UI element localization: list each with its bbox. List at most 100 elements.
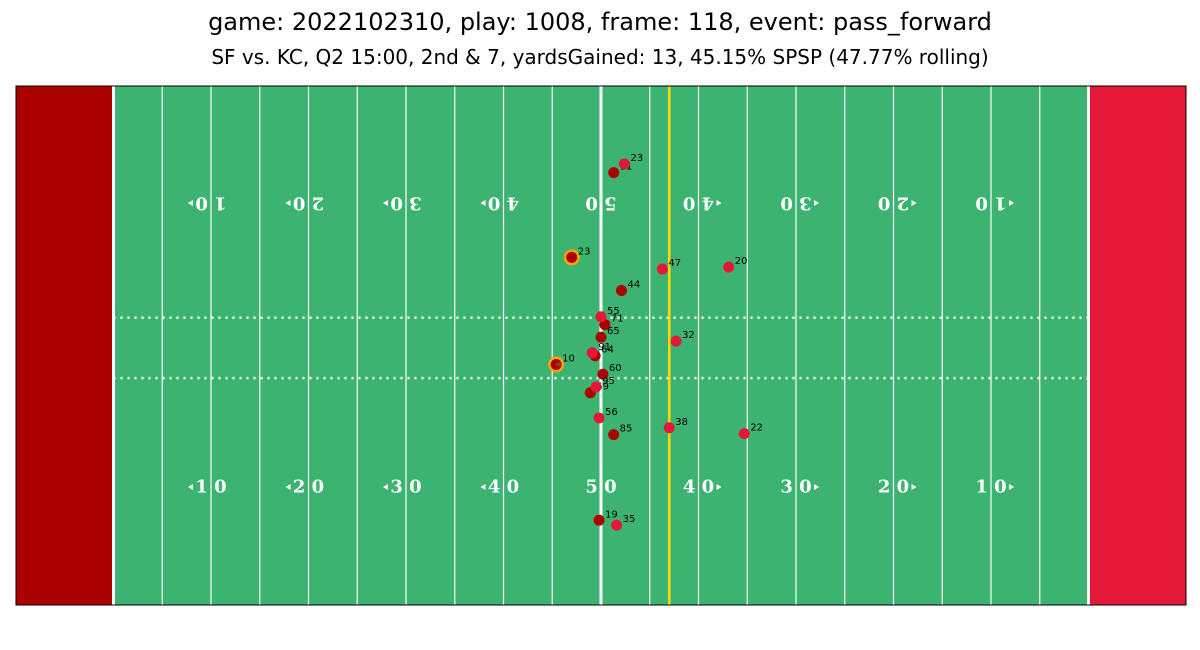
yard-number-top: 2 0	[293, 193, 324, 214]
player-marker-kc-23: 23	[618, 153, 643, 170]
player-dot	[597, 368, 609, 380]
direction-arrow	[285, 484, 291, 490]
direction-arrow	[1009, 200, 1014, 206]
jersey-label: 85	[620, 424, 633, 435]
endzone-left	[16, 86, 114, 605]
yard-number-bottom: 1 0	[195, 477, 226, 498]
jersey-label: 23	[630, 153, 643, 164]
yard-number-bottom: 5 0	[585, 477, 616, 498]
player-marker-kc-56: 56	[593, 407, 618, 424]
player-dot	[611, 519, 623, 531]
direction-arrow	[1009, 484, 1014, 490]
player-dot	[608, 167, 620, 179]
yard-number-top: 3 0	[780, 193, 811, 214]
hash-marks	[113, 316, 1089, 380]
direction-arrow	[480, 200, 486, 206]
player-marker-kc-20: 20	[723, 256, 747, 273]
direction-arrow	[480, 484, 486, 490]
players-layer: 1123447165641060698519234720553291955638…	[548, 153, 763, 531]
player-dot	[656, 263, 668, 275]
player-dot	[566, 251, 578, 263]
player-marker-sf-19: 19	[593, 509, 618, 526]
yard-number-top: 1 0	[195, 193, 226, 214]
yard-number-bottom: 2 0	[878, 477, 909, 498]
direction-arrow	[285, 200, 291, 206]
player-marker-sf-23: 23	[563, 246, 591, 266]
yard-number-top: 4 0	[683, 193, 714, 214]
player-marker-kc-55: 55	[595, 306, 620, 323]
yard-number-bottom: 3 0	[390, 477, 421, 498]
player-dot	[618, 158, 630, 170]
direction-arrow	[383, 484, 388, 490]
jersey-label: 56	[605, 407, 618, 418]
player-dot	[593, 514, 605, 526]
player-marker-kc-35: 35	[611, 514, 635, 531]
jersey-label: 44	[627, 279, 640, 290]
player-dot	[608, 429, 620, 441]
direction-arrow	[188, 200, 193, 206]
player-marker-kc-95: 95	[590, 376, 615, 393]
yard-number-top: 3 0	[390, 193, 421, 214]
direction-arrow	[716, 484, 722, 490]
direction-arrow	[814, 484, 819, 490]
player-marker-kc-47: 47	[656, 258, 681, 275]
jersey-label: 20	[735, 256, 748, 267]
jersey-label: 55	[607, 306, 620, 317]
jersey-label: 22	[750, 423, 763, 434]
direction-arrow	[188, 484, 193, 490]
player-marker-sf-65: 65	[595, 326, 620, 343]
player-dot	[723, 261, 735, 273]
endzone-right	[1088, 86, 1186, 605]
player-marker-kc-38: 38	[663, 417, 688, 434]
chart-subtitle: SF vs. KC, Q2 15:00, 2nd & 7, yardsGaine…	[211, 45, 989, 69]
football	[555, 362, 562, 367]
jersey-label: 23	[578, 246, 591, 257]
yard-number-bottom: 2 0	[293, 477, 324, 498]
jersey-label: 10	[562, 353, 575, 364]
yard-number-bottom: 4 0	[683, 477, 714, 498]
player-marker-kc-32: 32	[670, 330, 695, 347]
direction-arrow	[383, 200, 388, 206]
direction-arrow	[814, 200, 819, 206]
player-marker-kc-22: 22	[738, 423, 763, 440]
jersey-label: 47	[668, 258, 681, 269]
player-dot	[595, 311, 607, 323]
jersey-label: 64	[601, 345, 614, 356]
yard-lines	[112, 86, 1090, 605]
player-marker-sf-60: 60	[597, 363, 622, 380]
player-dot	[593, 412, 605, 424]
yard-number-top: 5 0	[585, 193, 616, 214]
jersey-label: 65	[607, 326, 620, 337]
player-dot	[590, 381, 602, 393]
player-dot	[663, 422, 675, 434]
plot-frame	[15, 85, 1187, 606]
player-dot	[615, 284, 627, 296]
jersey-label: 60	[609, 363, 622, 374]
player-marker-sf-44: 44	[615, 279, 640, 296]
yard-number-top: 4 0	[488, 193, 519, 214]
jersey-label: 35	[623, 514, 636, 525]
yard-number-top: 2 0	[878, 193, 909, 214]
yard-numbers: 1 0 1 0 2 0 2 0 3 0 3 0 4 0 4 0 5 0 5 0 4 0 4 0 3 0 3…	[188, 193, 1014, 498]
player-dot	[670, 335, 682, 347]
yard-number-bottom: 4 0	[488, 477, 519, 498]
jersey-label: 69	[596, 382, 609, 393]
yard-number-bottom: 1 0	[975, 477, 1006, 498]
player-marker-kc-91: 91	[586, 342, 611, 359]
player-dot	[595, 331, 607, 343]
direction-arrow	[911, 484, 917, 490]
player-dot	[738, 428, 750, 440]
jersey-label: 91	[598, 342, 611, 353]
jersey-label: 71	[611, 314, 624, 325]
jersey-label: 32	[682, 330, 695, 341]
player-dot	[586, 347, 598, 359]
yard-number-bottom: 3 0	[780, 477, 811, 498]
yard-number-top: 1 0	[975, 193, 1006, 214]
jersey-label: 38	[675, 417, 688, 428]
chart-title: game: 2022102310, play: 1008, frame: 118…	[208, 8, 992, 36]
direction-arrow	[911, 200, 917, 206]
direction-arrow	[716, 200, 722, 206]
player-marker-sf-85: 85	[608, 424, 632, 441]
jersey-label: 95	[602, 376, 615, 387]
